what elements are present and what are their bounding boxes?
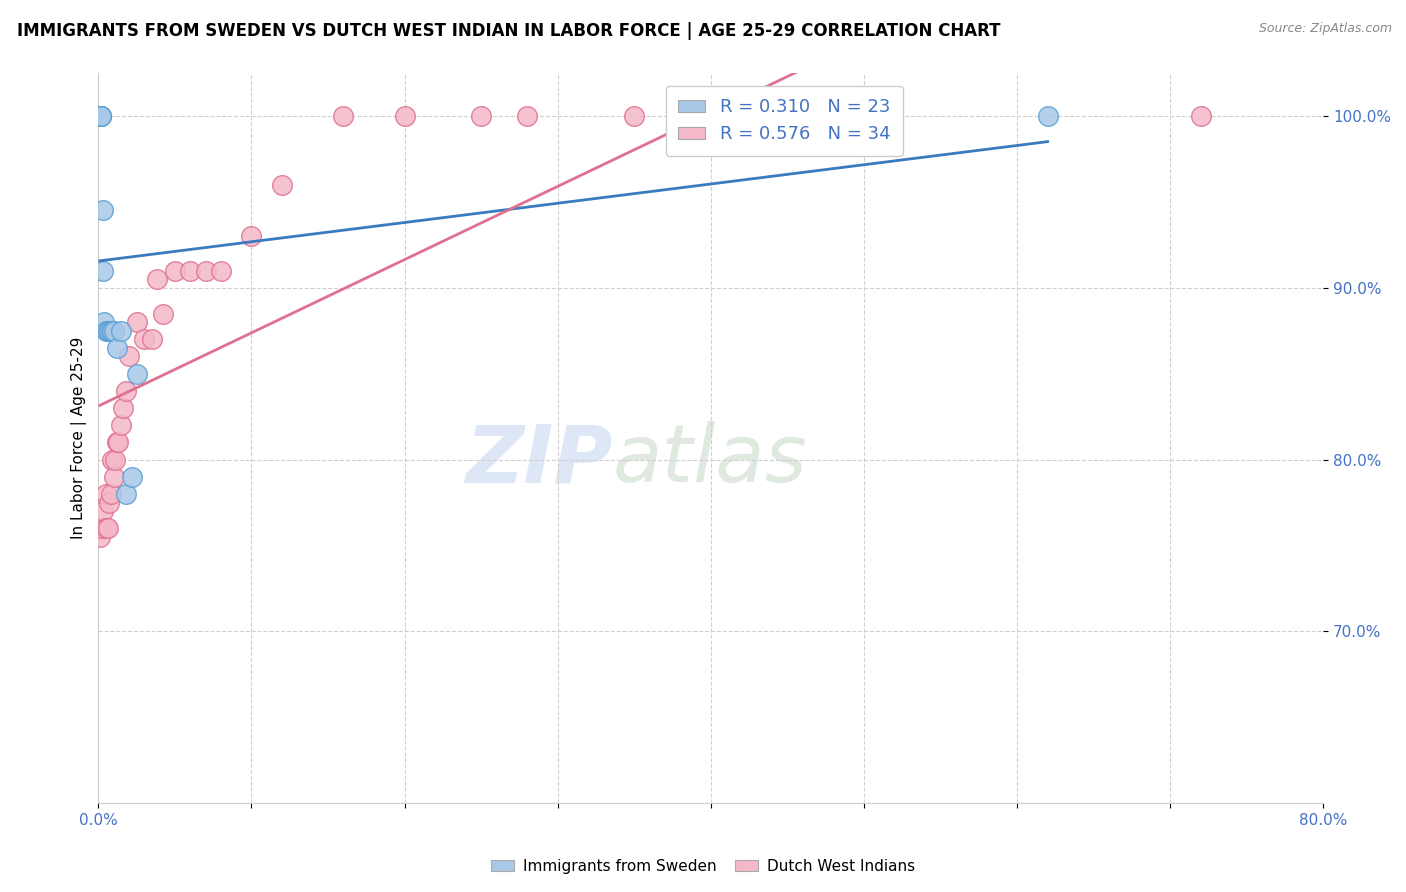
Point bbox=[91, 504, 114, 518]
Point bbox=[110, 418, 132, 433]
Point bbox=[94, 324, 117, 338]
Point bbox=[100, 324, 122, 338]
Legend: Immigrants from Sweden, Dutch West Indians: Immigrants from Sweden, Dutch West India… bbox=[485, 853, 921, 880]
Point bbox=[89, 109, 111, 123]
Point bbox=[134, 332, 156, 346]
Point bbox=[90, 521, 112, 535]
Point bbox=[1036, 109, 1059, 123]
Point bbox=[152, 306, 174, 320]
Point bbox=[179, 263, 201, 277]
Point bbox=[107, 435, 129, 450]
Point bbox=[103, 469, 125, 483]
Point bbox=[91, 263, 114, 277]
Point bbox=[516, 109, 538, 123]
Point bbox=[110, 324, 132, 338]
Point bbox=[141, 332, 163, 346]
Point bbox=[145, 272, 167, 286]
Point bbox=[125, 315, 148, 329]
Point bbox=[332, 109, 354, 123]
Point bbox=[89, 109, 111, 123]
Point bbox=[623, 109, 645, 123]
Point bbox=[98, 324, 121, 338]
Point bbox=[103, 324, 125, 338]
Point bbox=[89, 109, 111, 123]
Point bbox=[240, 229, 263, 244]
Point bbox=[94, 487, 117, 501]
Point bbox=[90, 109, 112, 123]
Point bbox=[100, 487, 122, 501]
Point bbox=[118, 350, 141, 364]
Text: atlas: atlas bbox=[613, 421, 807, 499]
Point bbox=[115, 487, 138, 501]
Point bbox=[98, 495, 121, 509]
Point bbox=[125, 367, 148, 381]
Point bbox=[96, 521, 118, 535]
Point bbox=[90, 109, 112, 123]
Point bbox=[91, 203, 114, 218]
Point bbox=[470, 109, 492, 123]
Point bbox=[105, 341, 128, 355]
Point bbox=[89, 109, 111, 123]
Point bbox=[194, 263, 217, 277]
Point bbox=[94, 521, 117, 535]
Point bbox=[209, 263, 232, 277]
Point bbox=[271, 178, 294, 192]
Point bbox=[121, 469, 143, 483]
Point bbox=[115, 384, 138, 398]
Text: IMMIGRANTS FROM SWEDEN VS DUTCH WEST INDIAN IN LABOR FORCE | AGE 25-29 CORRELATI: IMMIGRANTS FROM SWEDEN VS DUTCH WEST IND… bbox=[17, 22, 1001, 40]
Point bbox=[93, 315, 115, 329]
Point bbox=[105, 435, 128, 450]
Point bbox=[111, 401, 134, 415]
Point bbox=[163, 263, 186, 277]
Y-axis label: In Labor Force | Age 25-29: In Labor Force | Age 25-29 bbox=[72, 337, 87, 540]
Point bbox=[96, 324, 118, 338]
Point bbox=[101, 452, 124, 467]
Legend: R = 0.310   N = 23, R = 0.576   N = 34: R = 0.310 N = 23, R = 0.576 N = 34 bbox=[665, 86, 903, 156]
Text: Source: ZipAtlas.com: Source: ZipAtlas.com bbox=[1258, 22, 1392, 36]
Text: ZIP: ZIP bbox=[465, 421, 613, 499]
Point bbox=[394, 109, 416, 123]
Point bbox=[89, 530, 111, 544]
Point bbox=[104, 452, 127, 467]
Point bbox=[89, 109, 111, 123]
Point bbox=[90, 109, 112, 123]
Point bbox=[1189, 109, 1212, 123]
Point bbox=[101, 324, 124, 338]
